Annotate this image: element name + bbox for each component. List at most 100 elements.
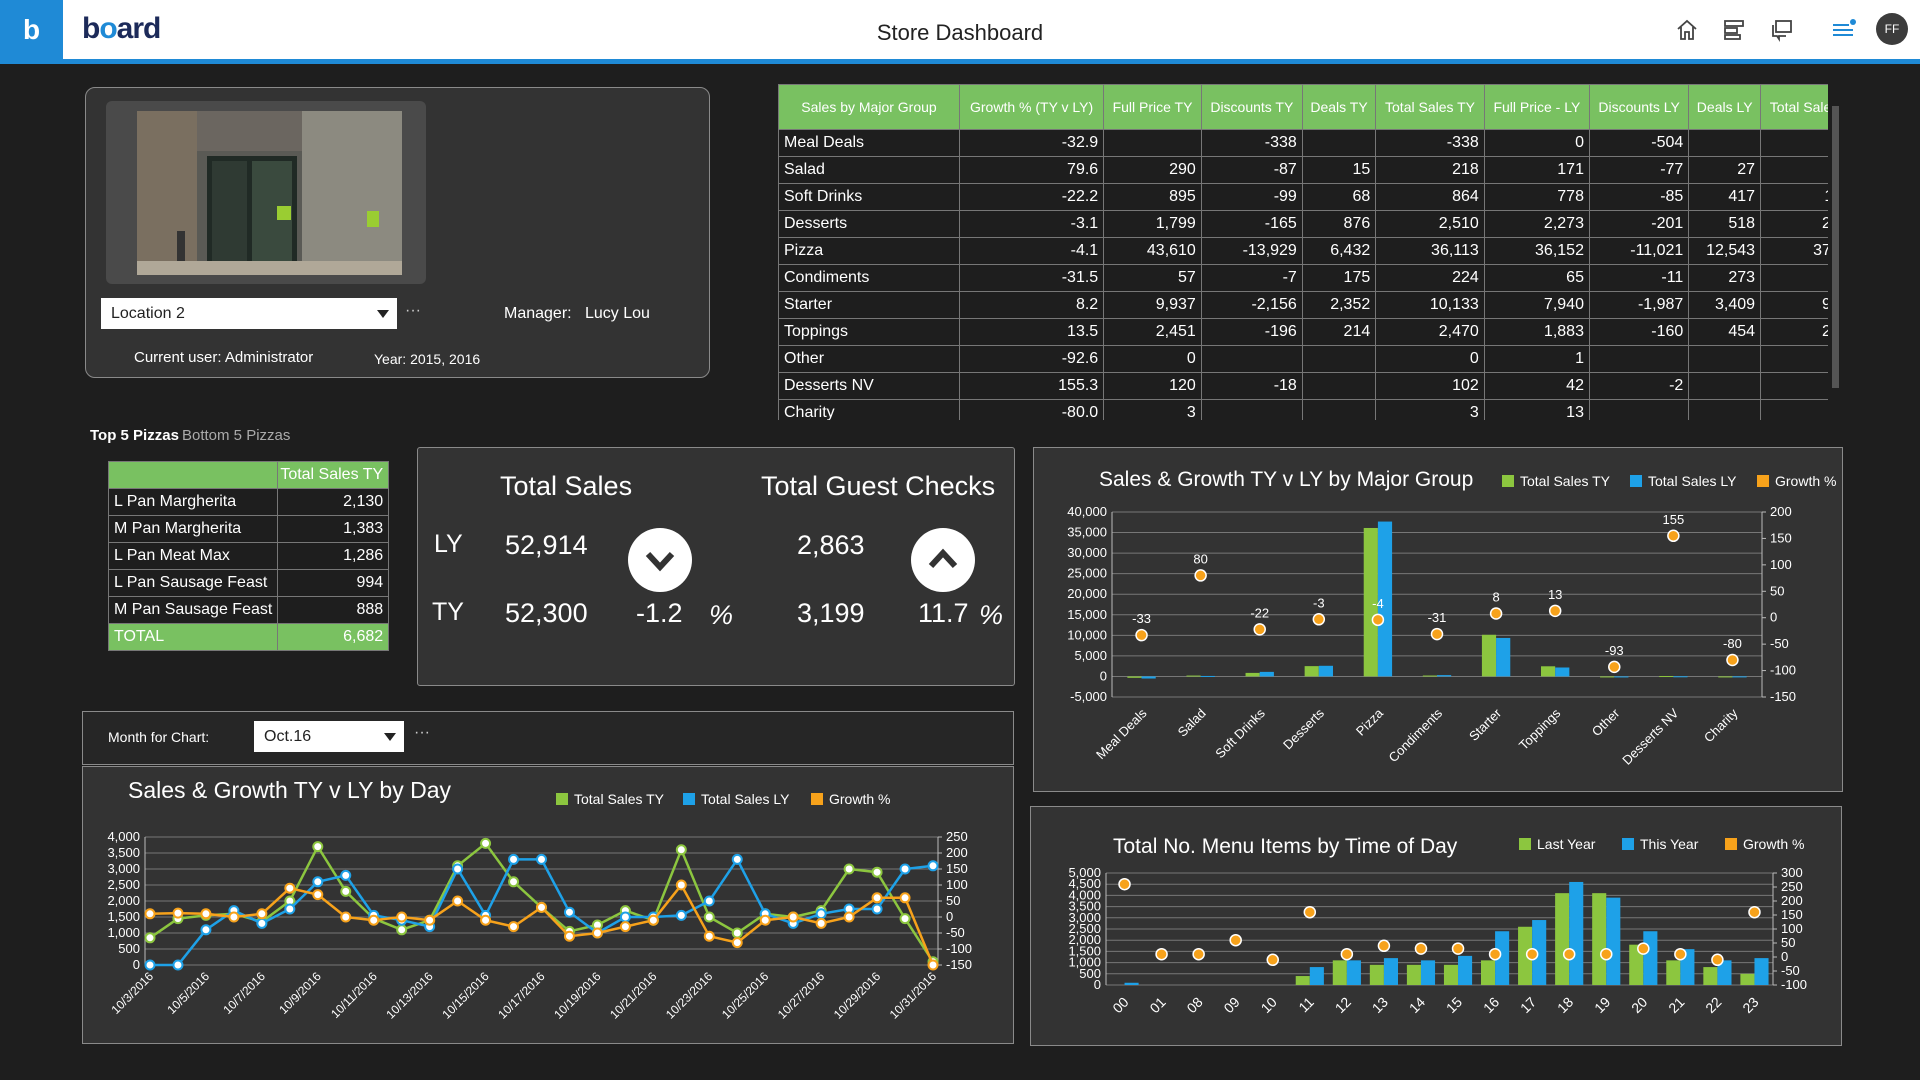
column-header[interactable]: Growth % (TY v LY) xyxy=(958,84,1105,130)
table-cell: -2,156 xyxy=(1200,291,1303,319)
growth-point xyxy=(1488,947,1502,961)
table-cell: 214 xyxy=(1301,318,1377,346)
time-of-day-chart: 5,0004,5004,0003,5003,0002,5002,0001,500… xyxy=(1068,865,1807,1016)
bar xyxy=(1458,955,1473,985)
table-row[interactable]: Toppings 13.5 2,451 -196 214 2,470 1,883 -160 45… xyxy=(778,318,1828,346)
table-row[interactable]: Soft Drinks-22.2895-9968864778-854171,11… xyxy=(778,183,1828,211)
column-header[interactable]: Deals LY xyxy=(1688,84,1762,130)
sales-by-group-grid[interactable]: Sales by Major Group Growth % (TY v LY) Fu… xyxy=(778,84,1828,420)
table-row[interactable]: L Pan Margherita 2,130 xyxy=(107,488,390,516)
table-cell: 102 xyxy=(1375,372,1485,400)
table-row[interactable]: M Pan Margherita 1,383 xyxy=(107,515,390,543)
location-select[interactable]: Location 2 xyxy=(101,298,397,329)
y-tick-label: 5,000 xyxy=(1074,648,1107,663)
y2-tick-label: 0 xyxy=(1781,949,1788,964)
table-cell: 1,111 xyxy=(1760,183,1828,211)
month-more-button[interactable]: ··· xyxy=(414,724,430,741)
table-row[interactable]: L Pan Sausage Feast 994 xyxy=(107,569,390,597)
legend-label: Total Sales TY xyxy=(574,791,665,807)
data-point xyxy=(899,892,911,904)
y-tick-label: 4,000 xyxy=(1068,887,1101,902)
table-scrollbar[interactable] xyxy=(1832,106,1839,388)
x-tick-label: 15 xyxy=(1443,994,1465,1016)
table-row[interactable]: Starter 8.2 9,937 -2,156 2,352 10,133 7,940 -1,… xyxy=(778,291,1828,319)
table-cell xyxy=(1588,399,1690,420)
board-logo-icon[interactable]: b xyxy=(0,0,63,59)
month-select[interactable]: Oct.16 xyxy=(254,721,404,752)
data-point xyxy=(508,853,520,865)
table-cell: 2,590 xyxy=(1760,210,1828,238)
table-row[interactable]: Charity-80.0331313 xyxy=(778,399,1828,420)
data-point xyxy=(759,914,771,926)
y2-tick-label: -100 xyxy=(1781,977,1807,992)
table-cell: 1,799 xyxy=(1103,210,1202,238)
store-photo xyxy=(137,111,402,275)
tab-bottom-5-pizzas[interactable]: Bottom 5 Pizzas xyxy=(182,427,291,444)
year-text: Year: 2015, 2016 xyxy=(374,351,481,367)
layout-icon[interactable] xyxy=(1720,16,1748,44)
y-tick-label: 15,000 xyxy=(1067,607,1107,622)
table-total-row: TOTAL 6,682 xyxy=(107,623,390,651)
user-avatar[interactable]: FF xyxy=(1876,13,1908,45)
table-cell: 454 xyxy=(1688,318,1762,346)
growth-data-label: -4 xyxy=(1372,596,1384,611)
growth-point xyxy=(1451,942,1465,955)
x-tick-label: 14 xyxy=(1406,994,1428,1016)
tab-top-5-pizzas[interactable]: Top 5 Pizzas xyxy=(90,427,179,444)
y-tick-label: 3,500 xyxy=(1068,899,1101,914)
table-row[interactable]: Desserts -3.1 1,799 -165 876 2,510 2,273 -201 51… xyxy=(778,210,1828,238)
x-tick-label: 10/17/2016 xyxy=(495,969,548,1022)
table-cell: 36,113 xyxy=(1375,237,1485,265)
table-cell: 2,273 xyxy=(1483,210,1590,238)
ly-label: LY xyxy=(434,530,463,558)
bar xyxy=(1740,973,1755,985)
table-cell: 43,610 xyxy=(1103,237,1202,265)
menu-notification-icon[interactable] xyxy=(1830,16,1858,44)
x-tick-label: 10/25/2016 xyxy=(719,969,772,1022)
column-header[interactable]: Discounts LY xyxy=(1588,84,1690,130)
growth-point xyxy=(1194,569,1207,582)
bar xyxy=(1717,960,1732,985)
column-header[interactable]: Deals TY xyxy=(1301,84,1377,130)
column-header[interactable]: Sales by Major Group xyxy=(778,84,960,130)
legend-label: Total Sales TY xyxy=(1520,473,1611,489)
y2-tick-label: 250 xyxy=(946,829,968,844)
home-icon[interactable] xyxy=(1673,16,1701,44)
table-row[interactable]: Pizza -4.1 43,610 -13,929 6,432 36,113 36,152-… xyxy=(778,237,1828,265)
table-cell: 175 xyxy=(1301,264,1377,292)
table-cell: 417 xyxy=(1688,183,1762,211)
growth-data-label: -3 xyxy=(1313,595,1325,610)
sales-growth-value: -1.2 xyxy=(636,598,683,628)
column-header[interactable]: Total Sales LY xyxy=(1760,84,1828,130)
top-pizzas-table[interactable]: Total Sales TY L Pan Margherita 2,130 M Pa… xyxy=(107,461,390,651)
column-header[interactable]: Full Price TY xyxy=(1103,84,1202,130)
table-cell: -504 xyxy=(1760,129,1828,157)
data-point xyxy=(200,924,212,936)
table-cell: -3.1 xyxy=(958,210,1105,238)
comments-icon[interactable] xyxy=(1768,16,1796,44)
row-label: Charity xyxy=(778,399,960,420)
manager-label: Manager: xyxy=(504,305,572,322)
checks-ly-value: 2,863 xyxy=(797,530,865,560)
chart-title: Total No. Menu Items by Time of Day xyxy=(1113,835,1458,858)
column-header[interactable]: Total Sales TY xyxy=(1375,84,1485,130)
x-tick-label: 10/19/2016 xyxy=(551,969,604,1022)
table-cell: -85 xyxy=(1588,183,1690,211)
table-cell: 68 xyxy=(1301,183,1377,211)
daily-chart-panel: Sales & Growth TY v LY by Day Total Sale… xyxy=(82,766,1014,1044)
location-more-button[interactable]: ··· xyxy=(405,302,421,319)
table-row[interactable]: L Pan Meat Max 1,286 xyxy=(107,542,390,570)
column-header[interactable]: Full Price - LY xyxy=(1483,84,1590,130)
table-row[interactable]: M Pan Sausage Feast 888 xyxy=(107,596,390,624)
month-filter-panel: Month for Chart: Oct.16 ··· xyxy=(82,711,1014,765)
data-point xyxy=(619,911,631,923)
total-label: TOTAL xyxy=(107,623,279,651)
legend-swatch xyxy=(811,793,823,805)
table-row[interactable]: Other-92.60011 xyxy=(778,345,1828,373)
legend-swatch xyxy=(1622,838,1634,850)
column-header[interactable]: Discounts TY xyxy=(1200,84,1303,130)
